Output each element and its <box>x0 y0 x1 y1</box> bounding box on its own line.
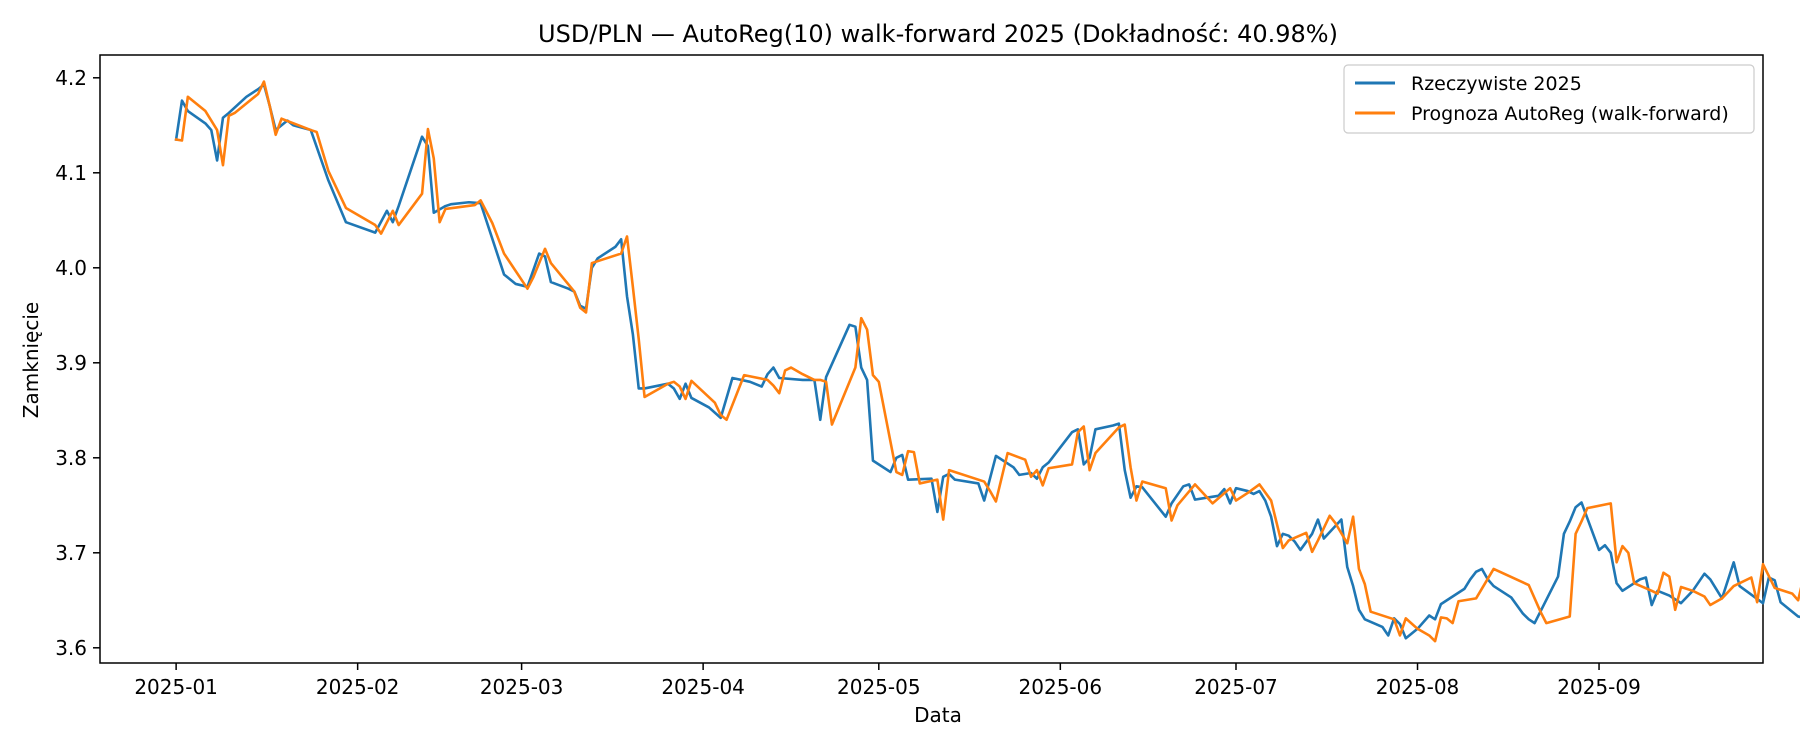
series-line-1 <box>174 80 1800 643</box>
x-tick-label: 2025-05 <box>837 675 921 699</box>
chart-title: USD/PLN — AutoReg(10) walk-forward 2025 … <box>538 20 1338 48</box>
y-tick-label: 4.1 <box>55 161 87 185</box>
x-tick-label: 2025-03 <box>480 675 564 699</box>
y-axis-label: Zamknięcie <box>19 302 43 418</box>
x-tick-label: 2025-02 <box>316 675 400 699</box>
legend-frame <box>1343 64 1755 134</box>
y-tick-label: 4.2 <box>55 66 87 90</box>
x-tick-label: 2025-08 <box>1376 675 1460 699</box>
y-tick-label: 3.9 <box>55 351 87 375</box>
y-tick-label: 4.0 <box>55 256 87 280</box>
x-tick-label: 2025-06 <box>1019 675 1103 699</box>
plot-frame <box>99 54 1764 664</box>
x-tick-label: 2025-04 <box>661 675 745 699</box>
legend-label-actual: Rzeczywiste 2025 <box>1411 73 1582 95</box>
x-tick-label: 2025-01 <box>134 675 218 699</box>
y-tick-label: 3.6 <box>55 636 87 660</box>
y-tick-label: 3.7 <box>55 541 87 565</box>
x-tick-label: 2025-07 <box>1194 675 1278 699</box>
legend: Rzeczywiste 2025 Prognoza AutoReg (walk-… <box>1343 64 1755 134</box>
y-tick-label: 3.8 <box>55 446 87 470</box>
plot-area <box>99 54 1800 664</box>
x-tick-label: 2025-09 <box>1557 675 1641 699</box>
y-axis: 3.6 3.7 3.8 3.9 4.0 4.1 4.2 <box>55 66 100 660</box>
series-line-0 <box>174 83 1800 640</box>
series-layer <box>174 80 1800 643</box>
x-axis: 2025-01 2025-02 2025-03 2025-04 2025-05 2025-… <box>134 663 1641 699</box>
legend-label-forecast: Prognoza AutoReg (walk-forward) <box>1411 103 1729 125</box>
x-axis-label: Data <box>914 703 962 727</box>
